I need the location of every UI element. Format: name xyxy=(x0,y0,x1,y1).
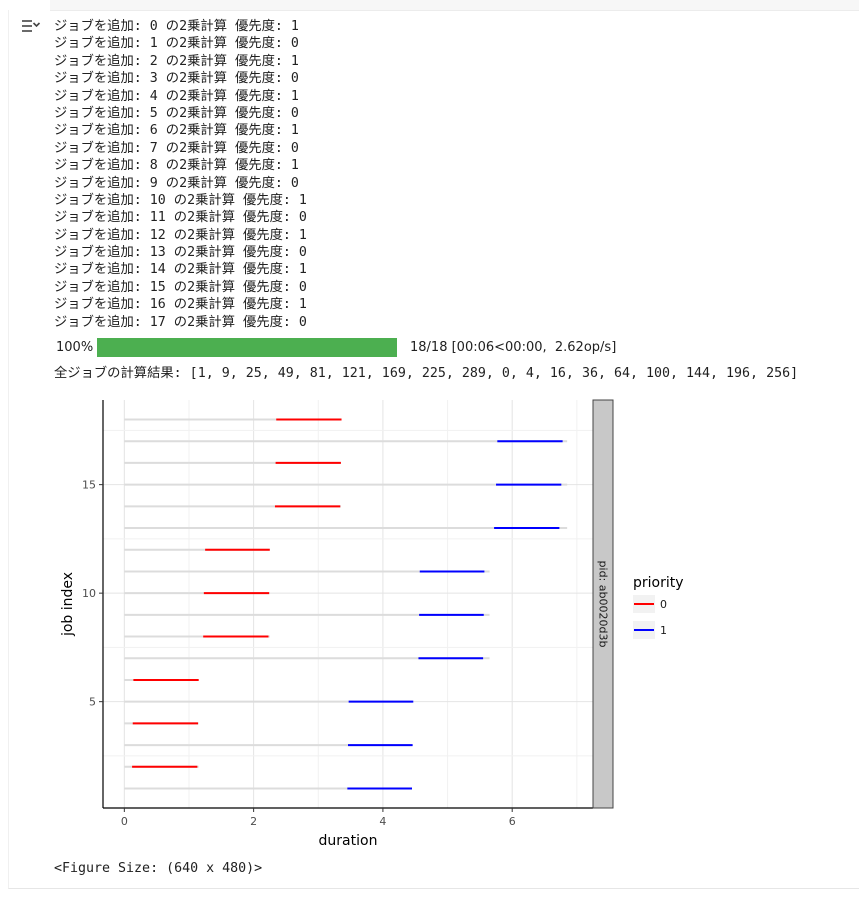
result-line: 全ジョブの計算結果: [1, 9, 25, 49, 81, 121, 169, … xyxy=(54,366,799,381)
facet-strip-label: pid: ab0020d3b xyxy=(597,561,610,648)
log-line: ジョブを追加: 7 の2乗計算 優先度: 0 xyxy=(54,140,299,156)
legend-title: priority xyxy=(633,575,684,591)
output-collapse-icon[interactable] xyxy=(20,17,42,37)
figure-size-line: <Figure Size: (640 x 480)> xyxy=(54,861,263,876)
log-line: ジョブを追加: 15 の2乗計算 優先度: 0 xyxy=(54,279,307,295)
log-line: ジョブを追加: 6 の2乗計算 優先度: 1 xyxy=(54,123,299,139)
stdout-log: ジョブを追加: 0 の2乗計算 優先度: 1 ジョブを追加: 1 の2乗計算 優先… xyxy=(54,18,307,331)
progress-percent: 100% xyxy=(56,340,94,355)
x-tick-label: 2 xyxy=(250,815,257,828)
log-line: ジョブを追加: 8 の2乗計算 優先度: 1 xyxy=(54,158,299,174)
x-tick-label: 6 xyxy=(509,815,516,828)
log-line: ジョブを追加: 9 の2乗計算 優先度: 0 xyxy=(54,175,299,191)
log-line: ジョブを追加: 12 の2乗計算 優先度: 1 xyxy=(54,227,307,243)
y-tick-label: 15 xyxy=(82,479,96,492)
y-tick-label: 10 xyxy=(82,587,96,600)
log-line: ジョブを追加: 17 の2乗計算 優先度: 0 xyxy=(54,314,307,330)
log-line: ジョブを追加: 1 の2乗計算 優先度: 0 xyxy=(54,36,299,52)
progress-bar xyxy=(97,338,397,357)
log-line: ジョブを追加: 3 の2乗計算 優先度: 0 xyxy=(54,71,299,87)
plot-figure: 0 2 4 6 5 10 15 duration job index pid: ab0020d3b… xyxy=(50,392,700,856)
log-line: ジョブを追加: 0 の2乗計算 優先度: 1 xyxy=(54,19,299,34)
log-line: ジョブを追加: 10 の2乗計算 優先度: 1 xyxy=(54,192,307,208)
facet-strip xyxy=(592,399,614,809)
y-tick-label: 5 xyxy=(89,696,96,709)
log-line: ジョブを追加: 5 の2乗計算 優先度: 0 xyxy=(54,105,299,121)
progress-bar-fill xyxy=(97,338,397,357)
log-line: ジョブを追加: 2 の2乗計算 優先度: 1 xyxy=(54,53,299,69)
log-line: ジョブを追加: 13 の2乗計算 優先度: 0 xyxy=(54,245,307,261)
plot-panel xyxy=(103,400,593,808)
cell-output-area xyxy=(8,10,859,889)
log-line: ジョブを追加: 4 の2乗計算 優先度: 1 xyxy=(54,88,299,104)
x-tick-label: 4 xyxy=(379,815,386,828)
y-axis-title: job index xyxy=(60,572,76,637)
log-line: ジョブを追加: 14 の2乗計算 優先度: 1 xyxy=(54,262,307,278)
log-line: ジョブを追加: 16 の2乗計算 優先度: 1 xyxy=(54,297,307,313)
x-axis-title: duration xyxy=(319,833,378,849)
legend-entry-label: 1 xyxy=(660,624,667,637)
legend-entry-label: 0 xyxy=(660,598,667,611)
x-tick-label: 0 xyxy=(121,815,128,828)
log-line: ジョブを追加: 11 の2乗計算 優先度: 0 xyxy=(54,210,307,226)
progress-row: 100% 18/18 [00:06<00:00, 2.62op/s] xyxy=(54,338,844,358)
cell-input-edge xyxy=(50,0,859,11)
progress-stats: 18/18 [00:06<00:00, 2.62op/s] xyxy=(410,340,617,355)
